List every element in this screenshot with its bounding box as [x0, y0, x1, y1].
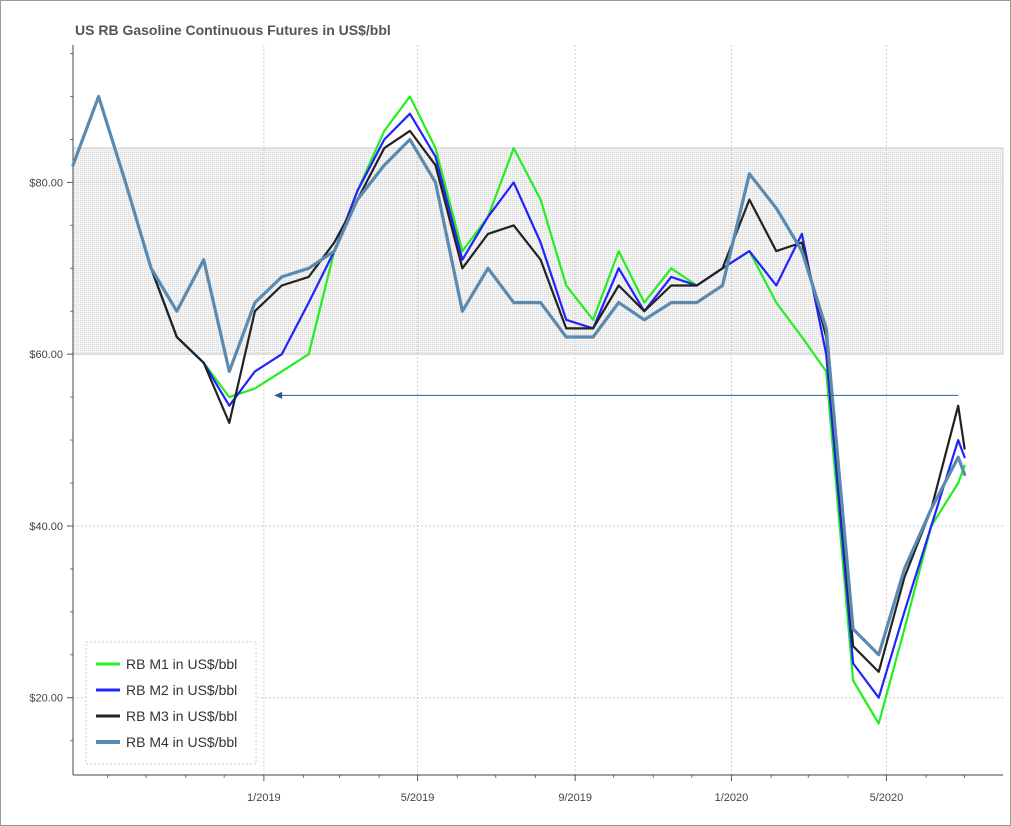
- y-tick-label: $80.00: [29, 177, 63, 189]
- x-tick-label: 5/2019: [401, 792, 435, 804]
- legend-label-rb-m3: RB M3 in US$/bbl: [126, 708, 237, 724]
- shaded-band-layer: [72, 147, 1004, 355]
- series-line-rb-m4: [71, 94, 967, 657]
- y-tick-label: $60.00: [29, 349, 63, 361]
- x-tick-label: 9/2019: [558, 792, 592, 804]
- y-tick-label: $40.00: [29, 521, 63, 533]
- axis-layer: $20.00 $40.00 $60.00 $80.00 1/2019 5/2019 9/20…: [29, 45, 1003, 804]
- legend-label-rb-m2: RB M2 in US$/bbl: [126, 682, 237, 698]
- legend-label-rb-m4: RB M4 in US$/bbl: [126, 734, 237, 750]
- annotation-arrow-head: [274, 391, 283, 399]
- annotation-layer: [274, 391, 959, 399]
- legend-label-rb-m1: RB M1 in US$/bbl: [126, 656, 237, 672]
- legend: RB M1 in US$/bbl RB M2 in US$/bbl RB M3 in…: [85, 641, 257, 765]
- shaded-band: [72, 147, 1004, 355]
- chart-title: US RB Gasoline Continuous Futures in US$…: [75, 22, 391, 38]
- series-layer: [71, 94, 967, 725]
- series-line-rb-m1: [71, 95, 966, 725]
- y-tick-label: $20.00: [29, 693, 63, 705]
- x-tick-label: 1/2019: [247, 792, 281, 804]
- x-tick-label: 1/2020: [715, 792, 749, 804]
- grid-layer: [73, 45, 1003, 775]
- series-line-rb-m2: [71, 95, 966, 699]
- x-tick-label: 5/2020: [870, 792, 904, 804]
